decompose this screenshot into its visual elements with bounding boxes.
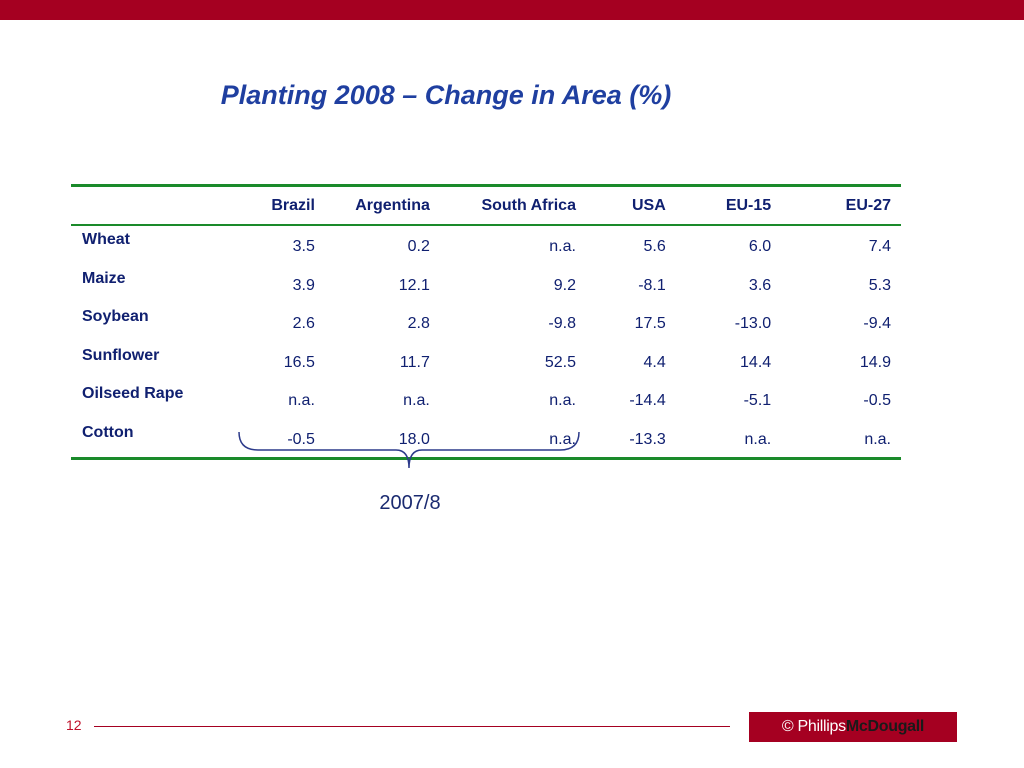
row-label: Wheat (82, 231, 130, 248)
table-cell: 52.5 (544, 353, 576, 371)
table-cell: -13.3 (585, 418, 676, 460)
row-label: Oilseed Rape (82, 385, 184, 402)
column-header: Argentina (324, 184, 440, 226)
table-cell: 17.5 (634, 315, 666, 333)
table-cell: n.a. (288, 392, 315, 410)
table-cell: 14.4 (740, 353, 772, 371)
table-row: Wheat 3.5 0.2 n.a. 5.6 6.0 7.4 (71, 225, 901, 265)
table-cell: 14.9 (859, 353, 891, 371)
brace-label: 2007/8 (379, 492, 441, 514)
table-cell: 3.5 (292, 238, 315, 256)
table-cell: n.a. (439, 418, 586, 460)
column-header: Brazil (226, 184, 325, 226)
table-cell: -9.4 (863, 315, 891, 333)
table-cell: -13.0 (734, 315, 772, 333)
table-cell: 18.0 (324, 418, 440, 460)
table-cell: 12.1 (398, 276, 430, 294)
table-cell: 7.4 (868, 238, 891, 256)
table-cell: n.a. (781, 418, 901, 460)
logo-copyright: © Phillips (781, 718, 846, 735)
header-empty-cell (71, 184, 227, 226)
table-cell: 3.6 (748, 276, 772, 294)
column-header: South Africa (439, 184, 586, 226)
table-cell: -8.1 (638, 276, 666, 294)
table-cell: 11.7 (399, 353, 430, 371)
table-cell: 3.9 (292, 276, 315, 294)
company-logo: © Phillips McDougall (749, 712, 957, 742)
table-cell: n.a. (675, 418, 782, 460)
top-accent-bar (0, 0, 1024, 20)
table-cell: 5.6 (643, 238, 666, 256)
page-number: 12 (66, 717, 82, 733)
table-cell: n.a. (549, 238, 576, 256)
table-row: Cotton -0.5 18.0 n.a. -13.3 n.a. n.a. (71, 418, 901, 460)
curly-brace-icon (238, 431, 580, 469)
table-cell: -14.4 (629, 392, 666, 410)
table-cell: -5.1 (743, 392, 772, 410)
table-cell: 2.8 (407, 315, 430, 333)
table-row: Oilseed Rape n.a. n.a. n.a. -14.4 -5.1 -… (71, 380, 901, 419)
table-header-row: Brazil Argentina South Africa USA EU-15 … (71, 184, 901, 226)
table-cell: -0.5 (226, 418, 325, 460)
table-cell: 6.0 (748, 238, 772, 256)
footer-divider (94, 726, 730, 727)
table-cell: n.a. (403, 392, 430, 410)
column-header: USA (585, 184, 676, 226)
planting-area-table: Brazil Argentina South Africa USA EU-15 … (71, 184, 901, 460)
row-label: Maize (82, 269, 126, 287)
row-label: Sunflower (82, 346, 160, 364)
row-label: Soybean (82, 308, 149, 325)
table-cell: 2.6 (292, 315, 315, 333)
table-cell: -0.5 (863, 392, 891, 410)
slide-title: Planting 2008 – Change in Area (%) (220, 80, 672, 110)
row-label: Cotton (71, 418, 227, 460)
logo-brand: McDougall (845, 718, 925, 735)
table-cell: 0.2 (407, 238, 430, 256)
table-cell: n.a. (549, 392, 576, 410)
column-header: EU-15 (675, 184, 782, 226)
column-header: EU-27 (781, 184, 901, 226)
table-row: Sunflower 16.5 11.7 52.5 4.4 14.4 14.9 (71, 342, 901, 381)
table-cell: 5.3 (868, 276, 891, 294)
table-row: Maize 3.9 12.1 9.2 -8.1 3.6 5.3 (71, 265, 901, 304)
table-cell: 9.2 (553, 276, 576, 294)
table-cell: -9.8 (548, 315, 576, 333)
table-row: Soybean 2.6 2.8 -9.8 17.5 -13.0 -9.4 (71, 303, 901, 342)
table-cell: 4.4 (643, 353, 666, 371)
table-cell: 16.5 (283, 353, 315, 371)
